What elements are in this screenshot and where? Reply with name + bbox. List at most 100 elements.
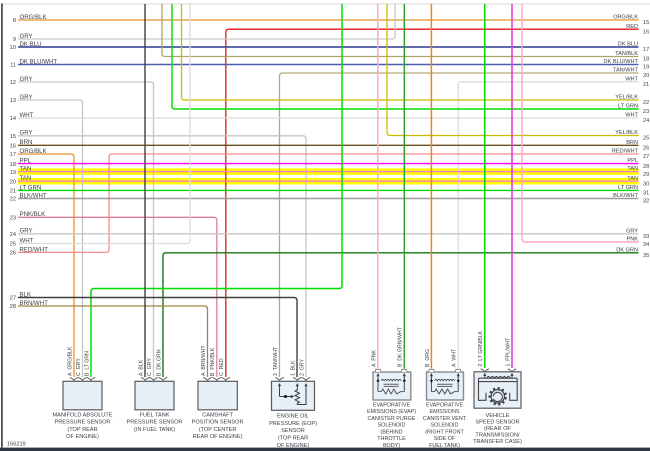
svg-text:C GRY: C GRY [76,358,82,376]
svg-text:BRN: BRN [20,139,33,146]
svg-text:A BLK: A BLK [138,359,144,376]
svg-text:TAN/BLK: TAN/BLK [615,51,638,57]
svg-text:A ORG/BLK: A ORG/BLK [67,346,73,376]
svg-text:TAN: TAN [20,166,32,173]
svg-text:18: 18 [643,57,649,63]
svg-text:3 TAN/WHT: 3 TAN/WHT [273,346,279,376]
svg-text:WHT: WHT [20,112,34,119]
svg-text:21: 21 [10,189,16,195]
svg-text:15: 15 [10,134,16,140]
svg-text:30: 30 [643,181,649,187]
svg-text:1 BLK: 1 BLK [291,360,297,376]
svg-text:RED/WHT: RED/WHT [20,246,49,253]
svg-text:35: 35 [643,253,649,259]
svg-text:17: 17 [643,47,649,53]
svg-text:B LT GRN: B LT GRN [84,351,90,376]
svg-text:17: 17 [10,152,16,158]
svg-text:GRY: GRY [20,94,33,101]
svg-text:24: 24 [10,232,16,238]
svg-text:29: 29 [643,172,649,178]
svg-text:B DK GRN: B DK GRN [156,349,162,376]
svg-text:34: 34 [643,242,649,248]
svg-text:B ORG: B ORG [425,349,431,367]
svg-text:20: 20 [643,73,649,79]
svg-text:16: 16 [10,144,16,150]
svg-text:BLK/WHT: BLK/WHT [20,192,47,199]
svg-text:27: 27 [643,154,649,160]
svg-text:DK BLU/WHT: DK BLU/WHT [20,58,58,65]
svg-text:BLK/WHT: BLK/WHT [613,193,638,199]
svg-text:WHT: WHT [20,237,34,244]
svg-text:C RED: C RED [219,358,225,376]
svg-text:33: 33 [643,234,649,240]
svg-text:2 LT GRN/BLK: 2 LT GRN/BLK [478,330,484,366]
svg-text:RED: RED [626,24,638,30]
svg-text:GRY: GRY [20,228,33,235]
svg-text:A WHT: A WHT [452,348,458,367]
svg-text:10: 10 [10,45,16,51]
svg-text:LT GRN: LT GRN [618,104,638,110]
svg-text:DK BLU: DK BLU [20,41,42,48]
svg-text:TAN: TAN [627,166,638,172]
svg-text:GRY: GRY [20,130,33,137]
svg-text:18: 18 [10,162,16,168]
svg-text:20: 20 [10,179,16,185]
svg-text:25: 25 [10,242,16,248]
svg-text:14: 14 [10,116,16,122]
svg-text:C GRY: C GRY [147,358,153,376]
svg-text:TAN: TAN [627,176,638,182]
svg-text:22: 22 [643,100,649,106]
svg-text:8: 8 [13,18,16,24]
svg-text:26: 26 [10,251,16,257]
svg-text:BRN/WHT: BRN/WHT [20,300,49,307]
svg-text:1 PPL/WHT: 1 PPL/WHT [505,337,511,367]
svg-text:25: 25 [643,136,649,142]
svg-text:DK GRN: DK GRN [616,247,638,253]
svg-text:PNK/BLK: PNK/BLK [20,211,46,218]
svg-text:166219: 166219 [7,442,26,448]
svg-text:ORG/BLK: ORG/BLK [20,148,47,155]
svg-text:GRY: GRY [20,76,33,83]
svg-text:TAN/WHT: TAN/WHT [613,68,639,74]
svg-text:31: 31 [643,191,649,197]
svg-text:TAN: TAN [20,175,32,182]
svg-text:22: 22 [10,197,16,203]
svg-text:B DK GRN/WHT: B DK GRN/WHT [398,326,404,367]
svg-text:RED/WHT: RED/WHT [612,149,639,155]
svg-text:9: 9 [13,37,16,43]
svg-text:LT GRN: LT GRN [618,185,638,191]
svg-text:ORG/BLK: ORG/BLK [613,15,638,21]
svg-text:19: 19 [10,170,16,176]
svg-text:15: 15 [643,20,649,26]
svg-text:PNK: PNK [626,237,638,243]
svg-text:23: 23 [643,109,649,115]
svg-text:A PNK: A PNK [371,349,377,367]
svg-text:PPL: PPL [20,158,32,165]
svg-text:WHT: WHT [625,113,638,119]
svg-text:DK BLU/WHT: DK BLU/WHT [604,59,639,65]
svg-text:12: 12 [10,80,16,86]
svg-text:YEL/BLK: YEL/BLK [615,130,638,136]
svg-text:WHT: WHT [625,76,638,82]
svg-text:GRY: GRY [20,33,33,40]
svg-text:28: 28 [10,304,16,310]
svg-text:13: 13 [10,98,16,104]
svg-text:ORG/BLK: ORG/BLK [20,14,47,21]
svg-text:BLK: BLK [20,291,32,298]
svg-text:16: 16 [643,29,649,35]
svg-text:BRN: BRN [626,140,638,146]
svg-text:28: 28 [643,164,649,170]
svg-text:11: 11 [10,63,16,69]
svg-text:23: 23 [10,216,16,222]
svg-text:27: 27 [10,296,16,302]
svg-text:24: 24 [643,118,649,124]
svg-text:A BRN/WHT: A BRN/WHT [201,345,207,376]
svg-text:26: 26 [643,146,649,152]
